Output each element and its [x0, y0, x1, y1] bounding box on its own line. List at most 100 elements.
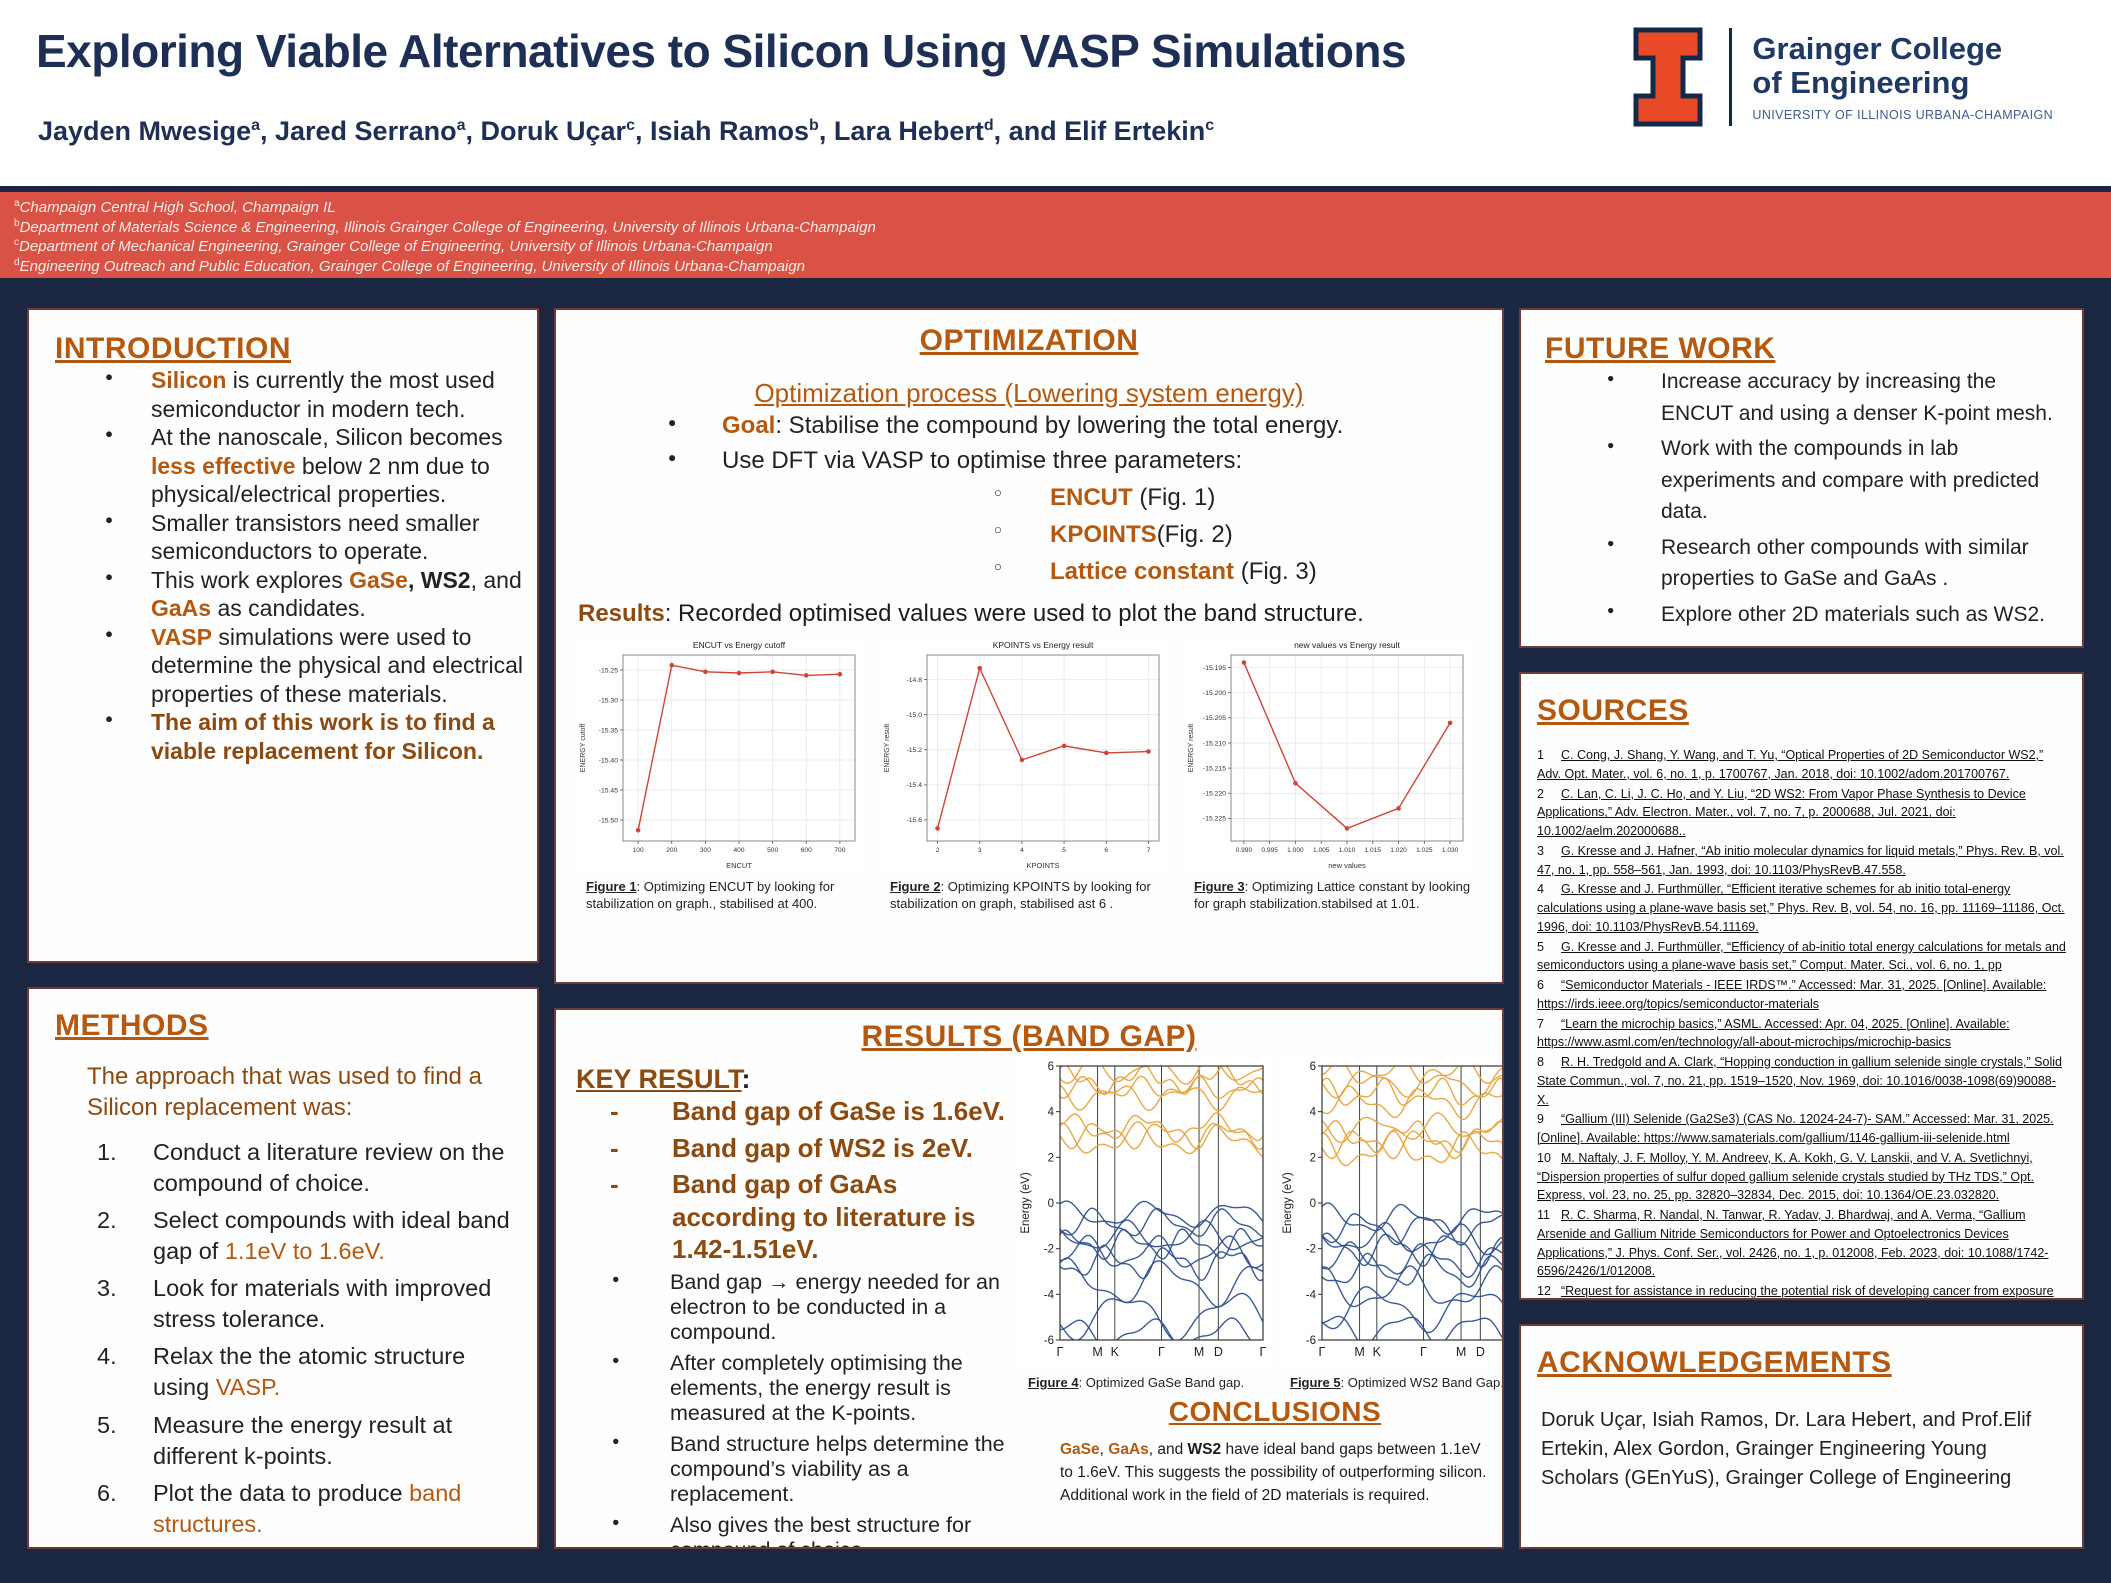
optimization-sublist: ENCUT (Fig. 1)KPOINTS(Fig. 2)Lattice con… — [576, 479, 1482, 591]
svg-text:Energy (eV): Energy (eV) — [1282, 1172, 1294, 1234]
left-column: INTRODUCTION Silicon is currently the mo… — [27, 308, 539, 1549]
acknowledgements-panel: ACKNOWLEDGEMENTS Doruk Uçar, Isiah Ramos… — [1519, 1324, 2084, 1549]
svg-text:M: M — [1092, 1345, 1102, 1359]
svg-text:0.995: 0.995 — [1261, 847, 1278, 854]
svg-text:Γ: Γ — [1158, 1345, 1165, 1359]
list-item: Explore other 2D materials such as WS2. — [1545, 599, 2068, 631]
optimization-subheading: Optimization process (Lowering system en… — [754, 378, 1304, 408]
svg-text:-15.205: -15.205 — [1203, 715, 1226, 722]
source-citation-text: “Request for assistance in reducing the … — [1561, 1284, 2054, 1298]
svg-text:ENERGY cutoff: ENERGY cutoff — [580, 724, 587, 772]
list-item: KPOINTS(Fig. 2) — [576, 516, 1482, 553]
list-item: Relax the the atomic structure using VAS… — [97, 1341, 466, 1401]
svg-text:1.030: 1.030 — [1442, 847, 1459, 854]
source-item: 8 R. H. Tredgold and A. Clark, “Hopping c… — [1537, 1055, 2062, 1107]
svg-text:-15.200: -15.200 — [1203, 690, 1226, 697]
svg-text:ENCUT vs Energy cutoff: ENCUT vs Energy cutoff — [693, 640, 786, 650]
affiliation-line: cDepartment of Mechanical Engineering, G… — [14, 237, 773, 256]
fig1-svg: ENCUT vs Energy cutoff ENCUT ENERGY cutoff… — [576, 638, 864, 873]
svg-text:K: K — [1373, 1345, 1382, 1359]
logo-line-2: of Engineering — [1752, 64, 1970, 100]
source-citation-text: G. Kresse and J. Furthmüller, “Efficient… — [1537, 882, 2065, 934]
sources-panel: SOURCES 1 C. Cong, J. Shang, Y. Wang, and… — [1519, 672, 2084, 1300]
source-citation-text: M. Naftaly, J. F. Molloy, Y. M. Andreev,… — [1537, 1150, 2034, 1203]
svg-text:-15.2: -15.2 — [907, 747, 923, 754]
logo-divider — [1729, 28, 1733, 126]
svg-text:new values vs Energy result: new values vs Energy result — [1294, 640, 1400, 650]
source-citation-text: C. Cong, J. Shang, Y. Wang, and T. Yu, “… — [1537, 748, 2044, 781]
results-heading: RESULTS (BAND GAP) — [861, 1020, 1197, 1053]
svg-text:KPOINTS vs Energy result: KPOINTS vs Energy result — [993, 640, 1094, 650]
svg-text:-15.220: -15.220 — [1203, 791, 1226, 798]
source-citation-text: “Gallium (III) Selenide (Ga2Se3) (CAS No… — [1537, 1112, 2054, 1145]
future-work-panel: FUTURE WORK Increase accuracy by increas… — [1519, 308, 2084, 648]
svg-text:6: 6 — [1104, 847, 1108, 854]
svg-text:1.010: 1.010 — [1339, 847, 1356, 854]
svg-text:4: 4 — [1048, 1107, 1055, 1119]
right-column: FUTURE WORK Increase accuracy by increas… — [1519, 308, 2084, 1549]
results-text-column: KEY RESULT: Band gap of GaSe is 1.6eV. Ba… — [572, 1058, 1018, 1547]
svg-text:M: M — [1354, 1345, 1364, 1359]
svg-text:4: 4 — [1310, 1107, 1317, 1119]
list-item: Plot the data to produce band structures… — [97, 1478, 462, 1537]
grainger-logo: Grainger College of Engineering UNIVERSI… — [1629, 24, 2053, 130]
svg-text:new values: new values — [1328, 861, 1366, 870]
logo-line-1: Grainger College — [1752, 31, 2003, 67]
figure-4-gase-band-chart: -6 -4 -2 0 2 4 6 Γ M K Γ M D Γ Energy (eV) Figure 4: Op… — [1018, 1058, 1270, 1392]
figure-caption-label: Figure 4 — [1028, 1375, 1079, 1390]
source-citation-text: R. C. Sharma, R. Nandal, N. Tanwar, R. Y… — [1537, 1208, 2049, 1279]
svg-text:K: K — [1111, 1345, 1120, 1359]
svg-text:6: 6 — [1048, 1061, 1054, 1073]
svg-text:-15.225: -15.225 — [1203, 816, 1226, 823]
list-item: VASP simulations were used to determine … — [55, 623, 527, 709]
block-i-icon — [1633, 27, 1703, 127]
list-item: Conduct a literature review on the compo… — [97, 1137, 505, 1197]
svg-text:ENCUT: ENCUT — [726, 861, 752, 870]
acknowledgements-text: Doruk Uçar, Isiah Ramos, Dr. Lara Hebert… — [1541, 1409, 2032, 1489]
svg-text:-14.8: -14.8 — [907, 677, 923, 684]
page-title: Exploring Viable Alternatives to Silicon… — [36, 25, 1407, 77]
figure-3-caption: Figure 3: Optimizing Lattice constant by… — [1194, 879, 1471, 911]
affiliation-line: dEngineering Outreach and Public Educati… — [14, 256, 806, 275]
source-item: 11 R. C. Sharma, R. Nandal, N. Tanwar, R.… — [1537, 1208, 2049, 1279]
list-item: The aim of this work is to find a viable… — [55, 708, 527, 765]
svg-text:200: 200 — [666, 847, 677, 854]
svg-text:2: 2 — [936, 847, 940, 854]
results-body: KEY RESULT: Band gap of GaSe is 1.6eV. Ba… — [572, 1058, 1502, 1547]
list-item: Band gap → energy needed for an electron… — [576, 1270, 1018, 1346]
svg-text:Γ: Γ — [1057, 1345, 1064, 1359]
source-item: 7 “Learn the microchip basics,” ASML. Acc… — [1537, 1016, 2010, 1050]
header: Exploring Viable Alternatives to Silicon… — [0, 0, 2111, 186]
header-divider — [0, 186, 2111, 192]
sources-heading: SOURCES — [1537, 694, 1689, 727]
methods-heading: METHODS — [55, 1009, 209, 1042]
methods-panel: METHODS The approach that was used to fi… — [27, 987, 539, 1549]
acknowledgements-heading: ACKNOWLEDGEMENTS — [1537, 1346, 1892, 1379]
affiliation-line: bDepartment of Materials Science & Engin… — [14, 217, 876, 236]
source-citation-text: R. H. Tredgold and A. Clark, “Hopping co… — [1537, 1055, 2062, 1107]
list-item: Work with the compounds in lab experimen… — [1545, 433, 2068, 528]
results-panel: RESULTS (BAND GAP) KEY RESULT: Band gap … — [554, 1008, 1504, 1549]
fig3-svg: new values vs Energy result new values ENE… — [1184, 638, 1473, 873]
figure-3-lattice-chart: new values vs Energy result new values ENE… — [1184, 638, 1482, 912]
list-item: Band gap of GaSe is 1.6eV. — [576, 1095, 1018, 1128]
list-item: Research other compounds with similar pr… — [1545, 532, 2068, 595]
svg-text:-6: -6 — [1044, 1335, 1054, 1347]
svg-text:0.990: 0.990 — [1236, 847, 1253, 854]
svg-text:ENERGY result: ENERGY result — [1188, 724, 1195, 773]
svg-text:M: M — [1194, 1345, 1204, 1359]
source-item: 2 C. Lan, C. Li, J. C. Ho, and Y. Liu, “2… — [1537, 786, 2026, 839]
svg-text:-15.210: -15.210 — [1203, 740, 1226, 747]
figure-caption-label: Figure 2 — [890, 879, 941, 895]
optimization-heading: OPTIMIZATION — [919, 324, 1139, 357]
list-item: Measure the energy result at different k… — [97, 1410, 453, 1469]
svg-text:D: D — [1214, 1345, 1223, 1359]
list-item: Band gap of GaAs according to literature… — [576, 1168, 1018, 1266]
introduction-list: Silicon is currently the most used semic… — [55, 366, 527, 765]
logo-subline: UNIVERSITY OF ILLINOIS URBANA-CHAMPAIGN — [1752, 107, 2053, 122]
svg-text:-2: -2 — [1044, 1244, 1054, 1256]
svg-text:-15.215: -15.215 — [1203, 766, 1226, 773]
key-result-label: KEY RESULT: — [576, 1064, 751, 1094]
